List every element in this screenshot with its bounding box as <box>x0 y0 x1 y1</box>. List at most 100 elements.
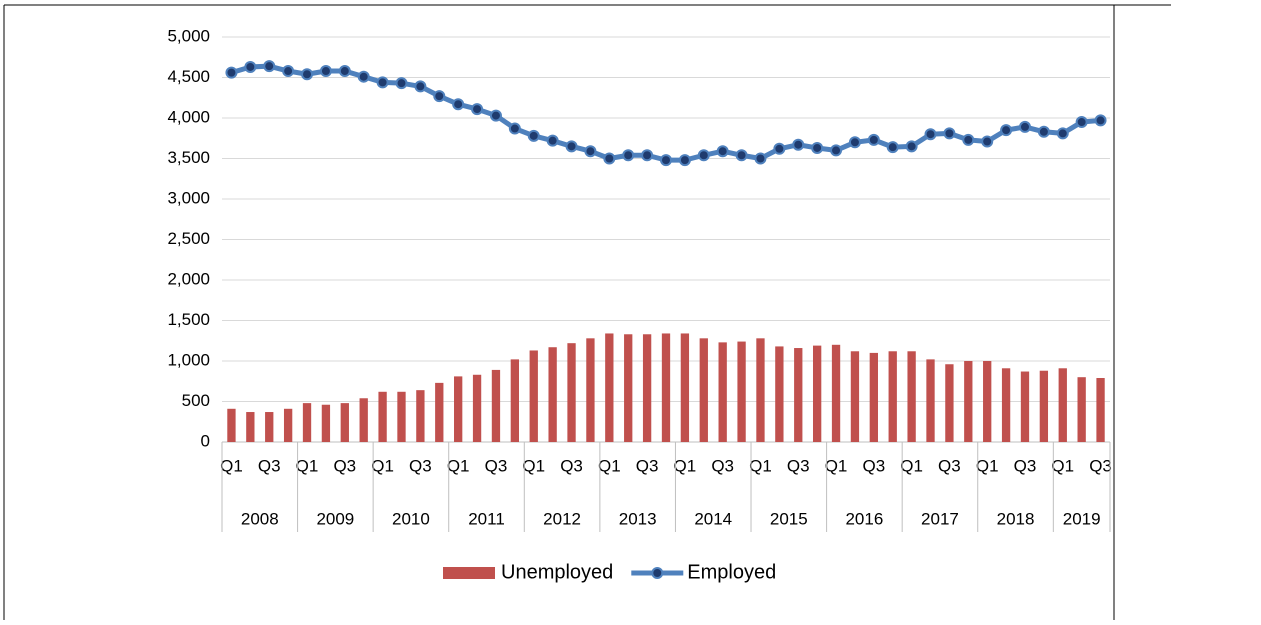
bar <box>227 408 236 442</box>
x-tick-label: Q3 <box>636 456 659 475</box>
line-marker <box>357 70 370 83</box>
bar <box>850 351 860 442</box>
bar <box>1020 371 1030 442</box>
bar <box>642 334 652 442</box>
x-tick-label: Q3 <box>938 456 961 475</box>
line-marker <box>622 149 635 162</box>
bar <box>359 398 368 442</box>
line-marker <box>1075 116 1088 129</box>
legend-marker <box>651 567 664 579</box>
bar <box>1077 377 1086 442</box>
bar <box>397 391 406 442</box>
x-group-label: 2010 <box>392 509 430 528</box>
line-marker <box>773 142 786 155</box>
x-group-label: 2012 <box>543 509 581 528</box>
bar <box>869 352 878 442</box>
line-marker <box>319 65 332 78</box>
x-group-label: 2011 <box>468 509 505 528</box>
bar <box>945 364 954 442</box>
x-tick-label: Q3 <box>1089 456 1112 475</box>
x-group-label: 2013 <box>619 509 657 528</box>
bar <box>680 333 690 442</box>
line-marker <box>263 60 276 73</box>
line-marker <box>225 66 238 79</box>
line-marker <box>1018 120 1031 133</box>
line-marker <box>641 149 654 162</box>
bar <box>907 351 916 442</box>
bar <box>586 338 595 442</box>
bar <box>831 344 841 442</box>
x-group-label: 2016 <box>845 509 883 528</box>
line-marker <box>414 80 427 93</box>
line-marker <box>943 127 956 140</box>
line-marker <box>735 149 748 162</box>
line-marker <box>848 136 861 149</box>
line-marker <box>527 129 540 142</box>
legend-label: Employed <box>687 561 776 583</box>
bar <box>321 404 331 442</box>
x-tick-label: Q1 <box>1051 456 1074 475</box>
x-tick-label: Q3 <box>862 456 885 475</box>
line-marker <box>1056 127 1069 140</box>
bar <box>416 390 425 442</box>
bar <box>283 408 293 442</box>
x-tick-label: Q3 <box>711 456 734 475</box>
line-marker <box>867 133 880 146</box>
bar <box>472 374 482 442</box>
line-marker <box>376 76 389 89</box>
y-tick-label: 3,000 <box>167 188 210 207</box>
y-tick-label: 1,000 <box>167 350 210 369</box>
x-tick-label: Q1 <box>220 456 243 475</box>
bar <box>491 369 501 442</box>
line-marker <box>1037 125 1050 138</box>
line-marker <box>282 65 295 78</box>
y-tick-label: 0 <box>201 431 210 450</box>
bar <box>983 361 992 442</box>
bar <box>794 348 803 442</box>
line-marker <box>697 149 710 162</box>
y-tick-label: 2,000 <box>167 269 210 288</box>
bar <box>265 412 274 442</box>
bar <box>435 382 444 442</box>
line-marker <box>830 144 843 157</box>
line-marker <box>660 154 672 167</box>
x-tick-label: Q1 <box>371 456 394 475</box>
line-marker <box>244 60 257 73</box>
x-tick-label: Q3 <box>1014 456 1037 475</box>
x-tick-label: Q3 <box>333 456 356 475</box>
x-tick-label: Q1 <box>900 456 923 475</box>
x-tick-label: Q3 <box>258 456 281 475</box>
line-marker <box>584 145 597 158</box>
bar <box>888 351 897 442</box>
x-tick-label: Q3 <box>787 456 810 475</box>
line-marker <box>924 128 937 141</box>
bar <box>510 359 520 442</box>
bar <box>1001 368 1011 442</box>
bar <box>737 341 746 442</box>
line-marker <box>1000 124 1013 137</box>
x-tick-label: Q1 <box>749 456 772 475</box>
line-marker <box>754 152 767 165</box>
bar <box>718 342 727 442</box>
x-tick-label: Q1 <box>976 456 999 475</box>
x-group-label: 2017 <box>921 509 959 528</box>
line-marker <box>565 140 578 153</box>
legend-swatch <box>443 567 495 579</box>
line-marker <box>433 90 446 103</box>
y-tick-label: 3,500 <box>167 148 210 167</box>
x-tick-label: Q3 <box>409 456 432 475</box>
bar <box>548 347 557 442</box>
bar <box>529 350 538 442</box>
x-tick-label: Q1 <box>296 456 319 475</box>
x-tick-label: Q3 <box>485 456 508 475</box>
bar <box>1096 378 1105 442</box>
line-marker <box>395 77 408 90</box>
line-marker <box>792 138 805 151</box>
bar <box>378 391 387 442</box>
x-tick-label: Q1 <box>447 456 470 475</box>
bar <box>756 338 765 442</box>
bar <box>605 333 614 442</box>
line-marker <box>678 154 691 167</box>
bar <box>812 345 822 442</box>
